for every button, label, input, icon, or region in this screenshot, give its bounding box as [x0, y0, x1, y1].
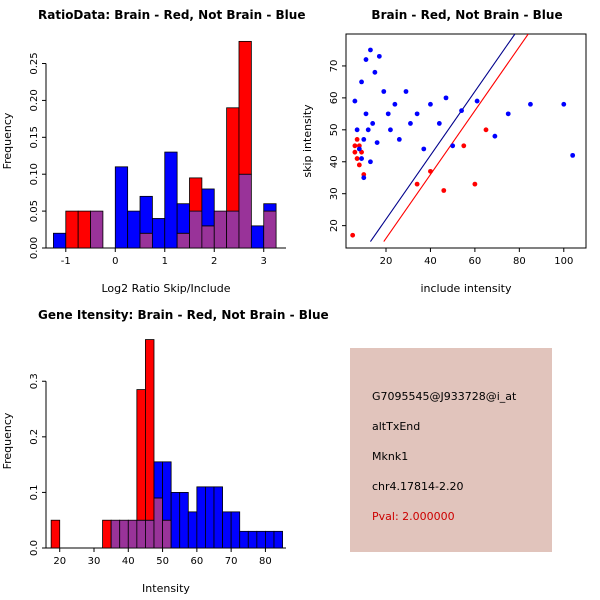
axis-ticks: -1 0 1 2 3 0.00 0.05 0.10 0.15 0.20 0.25: [29, 52, 267, 267]
svg-text:0.05: 0.05: [29, 200, 40, 222]
svg-text:60: 60: [329, 92, 340, 105]
svg-text:70: 70: [329, 60, 340, 73]
svg-text:0.00: 0.00: [29, 237, 40, 259]
svg-text:40: 40: [329, 155, 340, 168]
svg-text:0: 0: [112, 256, 118, 267]
svg-text:20: 20: [329, 219, 340, 232]
axis-ticks: 20 40 60 80 100 20 30 40 50 60 70: [329, 60, 573, 267]
svg-text:-1: -1: [61, 256, 71, 267]
histogram-bars: [50, 339, 283, 549]
svg-text:50: 50: [156, 556, 169, 567]
plot-box: [345, 33, 587, 249]
axis-ticks: 20 30 40 50 60 70 80 0.0 0.1 0.2 0.3: [29, 373, 272, 567]
svg-text:1: 1: [162, 256, 168, 267]
svg-text:2: 2: [211, 256, 217, 267]
svg-text:40: 40: [122, 556, 135, 567]
gene-histogram-chart: 20 30 40 50 60 70 80 0.0 0.1 0.2 0.3 Intensity Frequ…: [1, 339, 286, 595]
probe-id-text: G7095545@J933728@i_at: [372, 390, 517, 403]
hist_gene-plot: 20 30 40 50 60 70 80 0.0 0.1 0.2 0.3 Intensity Frequ…: [1, 339, 286, 595]
svg-text:50: 50: [329, 123, 340, 136]
svg-text:0.15: 0.15: [29, 126, 40, 148]
svg-text:Frequency: Frequency: [1, 112, 14, 169]
event-type-text: altTxEnd: [372, 420, 421, 433]
svg-text:0.3: 0.3: [29, 373, 40, 389]
gene-info-box: G7095545@J933728@i_at altTxEnd Mknk1 chr…: [350, 348, 552, 552]
hist_ratio-plot: -1 0 1 2 3 0.00 0.05 0.10 0.15 0.20 0.25 Log2 Ratio…: [1, 40, 286, 295]
svg-text:Intensity: Intensity: [142, 582, 190, 595]
svg-text:100: 100: [554, 256, 573, 267]
svg-text:80: 80: [259, 556, 272, 567]
histogram-bars: [53, 40, 277, 249]
svg-text:Log2 Ratio Skip/Include: Log2 Ratio Skip/Include: [101, 282, 230, 295]
pval-text: Pval: 2.000000: [372, 510, 455, 523]
svg-text:20: 20: [53, 556, 66, 567]
locus-text: chr4.17814-2.20: [372, 480, 464, 493]
svg-text:3: 3: [261, 256, 267, 267]
svg-text:skip intensity: skip intensity: [301, 104, 314, 178]
svg-text:include intensity: include intensity: [420, 282, 512, 295]
fit-lines: [369, 34, 529, 242]
svg-text:0.2: 0.2: [29, 429, 40, 445]
panel-intensity-scatter: Brain - Red, Not Brain - Blue 20 40 60 80 10…: [300, 0, 600, 300]
gene-histogram-title: Gene Itensity: Brain - Red, Not Brain - …: [38, 308, 329, 322]
panel-gene-info: G7095545@J933728@i_at altTxEnd Mknk1 chr…: [300, 300, 600, 600]
svg-text:30: 30: [88, 556, 101, 567]
svg-text:20: 20: [380, 256, 393, 267]
brain-points: [350, 127, 489, 238]
svg-text:80: 80: [513, 256, 526, 267]
svg-text:60: 60: [469, 256, 482, 267]
scatter-title: Brain - Red, Not Brain - Blue: [371, 8, 563, 22]
svg-text:Frequency: Frequency: [1, 412, 14, 469]
svg-text:0.25: 0.25: [29, 52, 40, 74]
panel-gene-histogram: Gene Itensity: Brain - Red, Not Brain - …: [0, 300, 329, 600]
ratio-histogram-chart: -1 0 1 2 3 0.00 0.05 0.10 0.15 0.20 0.25 Log2 Ratio…: [1, 40, 286, 295]
svg-text:70: 70: [225, 556, 238, 567]
svg-text:40: 40: [424, 256, 437, 267]
panel-ratio-histogram: RatioData: Brain - Red, Not Brain - Blue…: [0, 0, 306, 300]
ratio-histogram-title: RatioData: Brain - Red, Not Brain - Blue: [38, 8, 306, 22]
svg-text:0.20: 0.20: [29, 89, 40, 111]
svg-text:30: 30: [329, 187, 340, 200]
svg-text:0.0: 0.0: [29, 540, 40, 556]
intensity-scatter-chart: 20 40 60 80 100 20 30 40 50 60 70 include intensity…: [301, 33, 587, 295]
gene-name-text: Mknk1: [372, 450, 409, 463]
svg-text:0.10: 0.10: [29, 163, 40, 185]
not-brain-points: [352, 47, 576, 181]
svg-text:0.1: 0.1: [29, 484, 40, 500]
svg-text:60: 60: [190, 556, 203, 567]
scatter-plot: 20 40 60 80 100 20 30 40 50 60 70 include intensity…: [301, 33, 587, 295]
